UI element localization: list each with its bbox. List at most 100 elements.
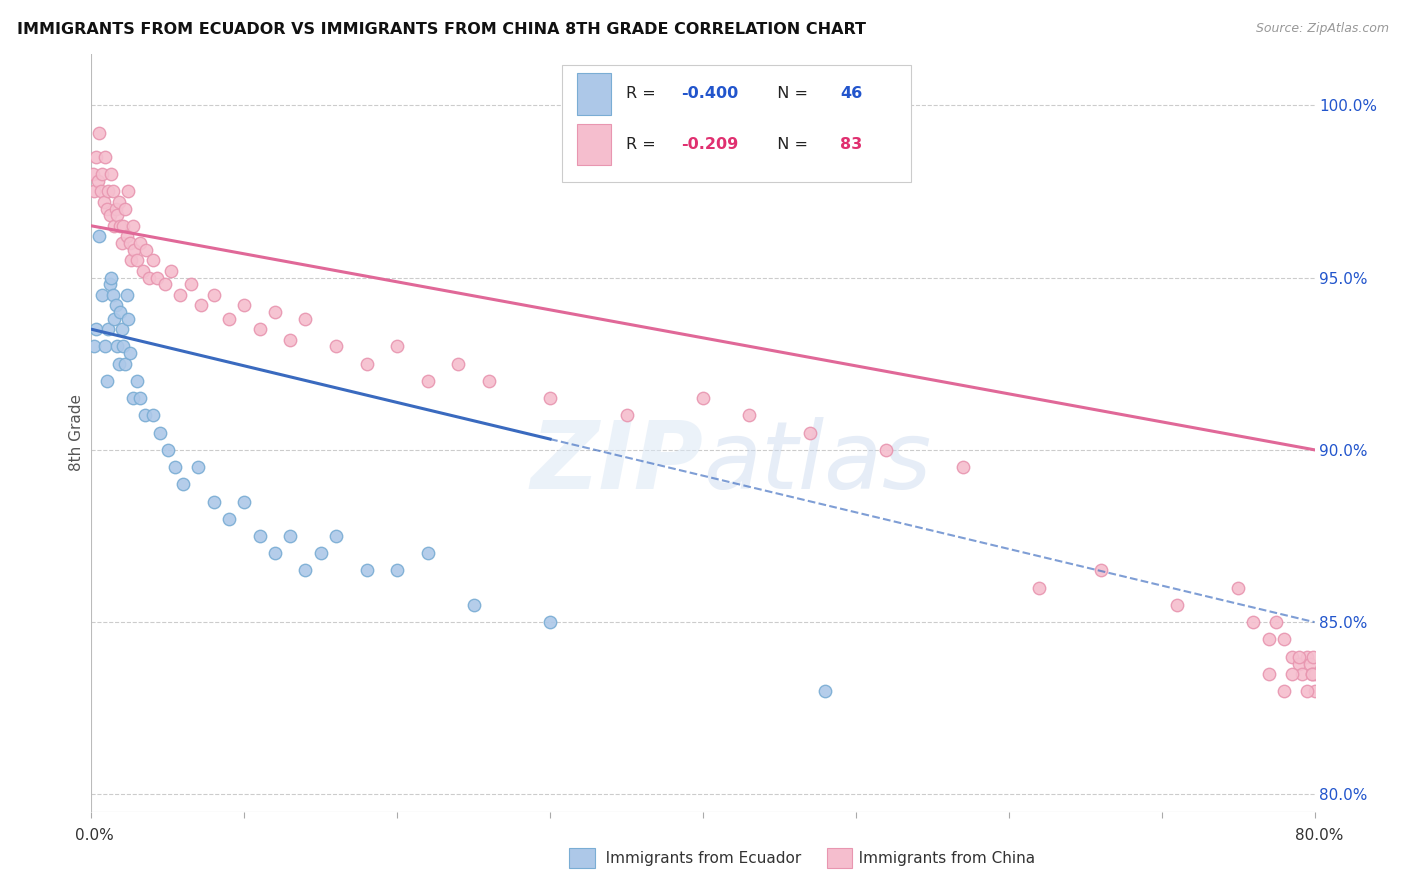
Point <box>1296 684 1319 698</box>
Point <box>112 219 135 233</box>
Point <box>110 219 132 233</box>
Point <box>738 409 761 423</box>
Point <box>122 243 145 257</box>
Point <box>149 425 172 440</box>
Point <box>463 598 485 612</box>
Point <box>278 333 301 347</box>
Point <box>1303 684 1326 698</box>
Point <box>309 546 332 560</box>
Text: 80.0%: 80.0% <box>1295 828 1343 843</box>
Point <box>169 287 191 301</box>
Point <box>120 253 142 268</box>
Point <box>356 357 378 371</box>
Text: -0.209: -0.209 <box>681 137 738 152</box>
Point <box>121 219 143 233</box>
Point <box>1296 649 1319 664</box>
Point <box>112 339 135 353</box>
Point <box>165 460 187 475</box>
Point <box>91 167 114 181</box>
Point <box>180 277 202 292</box>
Point <box>94 150 117 164</box>
Point <box>478 374 501 388</box>
Point <box>141 409 163 423</box>
Point <box>249 529 271 543</box>
Text: Immigrants from Ecuador: Immigrants from Ecuador <box>591 851 801 865</box>
Point <box>385 339 409 353</box>
Point <box>264 305 287 319</box>
Point <box>799 425 821 440</box>
Point <box>103 312 125 326</box>
Point <box>249 322 271 336</box>
Text: R =: R = <box>626 137 661 152</box>
Text: IMMIGRANTS FROM ECUADOR VS IMMIGRANTS FROM CHINA 8TH GRADE CORRELATION CHART: IMMIGRANTS FROM ECUADOR VS IMMIGRANTS FR… <box>17 22 866 37</box>
Point <box>1272 632 1295 647</box>
Point <box>87 126 110 140</box>
Point <box>100 167 122 181</box>
Point <box>90 185 112 199</box>
Point <box>1301 666 1323 681</box>
Point <box>447 357 470 371</box>
FancyBboxPatch shape <box>562 65 911 183</box>
Point <box>1301 666 1323 681</box>
Text: 83: 83 <box>839 137 862 152</box>
Point <box>101 287 124 301</box>
Point <box>83 339 105 353</box>
Point <box>1257 666 1279 681</box>
Point <box>218 512 240 526</box>
Point <box>83 185 105 199</box>
Point <box>692 391 714 405</box>
Point <box>87 229 110 244</box>
Point <box>385 564 409 578</box>
Point <box>93 194 115 209</box>
Point <box>1227 581 1250 595</box>
Point <box>129 236 152 251</box>
Point <box>146 270 169 285</box>
Point <box>294 312 316 326</box>
Point <box>616 409 638 423</box>
Point <box>132 263 155 277</box>
Point <box>96 374 118 388</box>
Point <box>875 442 898 457</box>
Point <box>1299 657 1322 671</box>
Point <box>94 339 117 353</box>
Point <box>1291 666 1313 681</box>
Point <box>108 194 131 209</box>
Text: ZIP: ZIP <box>530 417 703 509</box>
Text: N =: N = <box>766 137 813 152</box>
Point <box>1302 649 1324 664</box>
Point <box>814 684 837 698</box>
Text: R =: R = <box>626 87 661 101</box>
Point <box>233 494 256 508</box>
Point <box>110 305 132 319</box>
Point <box>190 298 212 312</box>
Point <box>96 202 118 216</box>
Point <box>127 253 149 268</box>
Point <box>1288 657 1310 671</box>
Point <box>98 209 121 223</box>
Point <box>233 298 256 312</box>
Point <box>118 346 141 360</box>
Point <box>115 229 138 244</box>
Point <box>82 167 104 181</box>
Point <box>172 477 194 491</box>
Point <box>538 615 561 630</box>
Point <box>105 209 128 223</box>
Point <box>1288 649 1310 664</box>
Point <box>118 236 141 251</box>
Point <box>141 253 163 268</box>
Point <box>104 202 127 216</box>
Point <box>103 219 125 233</box>
Point <box>111 236 134 251</box>
Point <box>1265 615 1288 630</box>
Point <box>134 409 156 423</box>
Point <box>356 564 378 578</box>
Text: Immigrants from China: Immigrants from China <box>844 851 1035 865</box>
Point <box>1303 666 1326 681</box>
Point <box>264 546 287 560</box>
Point <box>98 277 121 292</box>
Point <box>538 391 561 405</box>
Point <box>1257 632 1279 647</box>
Point <box>84 150 107 164</box>
Point <box>104 298 127 312</box>
Point <box>101 185 124 199</box>
